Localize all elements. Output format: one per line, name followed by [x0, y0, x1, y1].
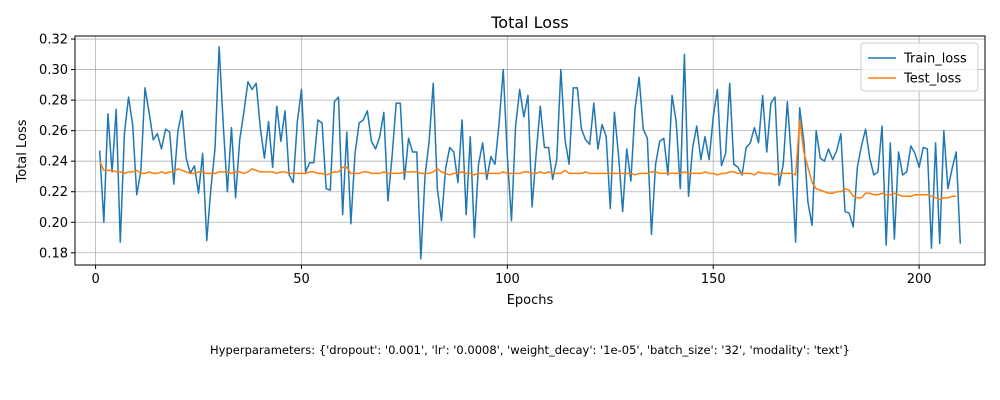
y-tick-label: 0.28 [39, 94, 68, 109]
y-tick-label: 0.20 [39, 216, 68, 231]
chart-title: Total Loss [490, 13, 569, 32]
x-tick-label: 150 [701, 272, 726, 287]
series-lines [98, 45, 962, 260]
legend-box [860, 42, 979, 92]
x-tick-label: 200 [907, 272, 932, 287]
plot-frame [74, 35, 986, 266]
y-tick-label: 0.30 [39, 63, 68, 78]
x-axis-label: Epochs [507, 293, 554, 308]
x-tick-label: 50 [293, 272, 310, 287]
hyperparameters-annotation: Hyperparameters: {'dropout': '0.001', 'l… [210, 343, 850, 357]
series-line-train-loss [98, 45, 962, 260]
legend-label: Train_loss [903, 52, 967, 67]
y-tick-label: 0.24 [39, 155, 68, 170]
x-tick-label: 100 [495, 272, 520, 287]
y-tick-label: 0.18 [39, 246, 68, 261]
y-tick-label: 0.26 [39, 124, 68, 139]
y-tick-label: 0.32 [39, 33, 68, 48]
legend-label: Test_loss [903, 72, 961, 87]
y-tick-label: 0.22 [39, 185, 68, 200]
x-tick-label: 0 [91, 272, 99, 287]
y-axis-label: Total Loss [15, 119, 30, 183]
legend: Train_loss Test_loss [860, 42, 979, 92]
axis-ticks: 0 50 100 150 200 0.18 0.20 0.22 0.24 0.26 0.28 0.30… [39, 33, 931, 287]
series-line-test-loss [99, 119, 957, 201]
